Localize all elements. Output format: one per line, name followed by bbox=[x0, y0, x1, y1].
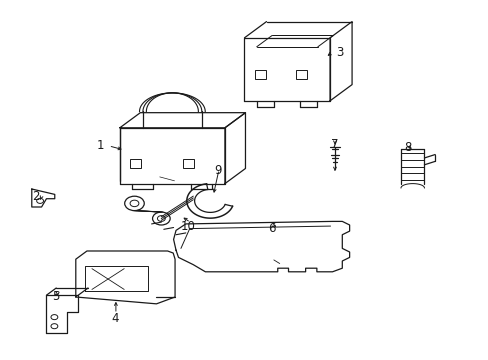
Text: 6: 6 bbox=[267, 222, 275, 235]
Text: 5: 5 bbox=[52, 291, 60, 303]
Bar bbox=[295, 70, 306, 79]
Bar bbox=[183, 159, 193, 168]
Bar bbox=[130, 159, 141, 168]
Text: 2: 2 bbox=[32, 190, 40, 203]
Text: 3: 3 bbox=[335, 46, 343, 59]
Text: 8: 8 bbox=[404, 141, 411, 154]
Bar bbox=[254, 70, 265, 79]
Text: 7: 7 bbox=[330, 138, 338, 150]
Text: 1: 1 bbox=[96, 139, 104, 152]
Text: 10: 10 bbox=[181, 220, 195, 233]
Text: 9: 9 bbox=[213, 165, 221, 177]
Text: 4: 4 bbox=[111, 312, 119, 325]
